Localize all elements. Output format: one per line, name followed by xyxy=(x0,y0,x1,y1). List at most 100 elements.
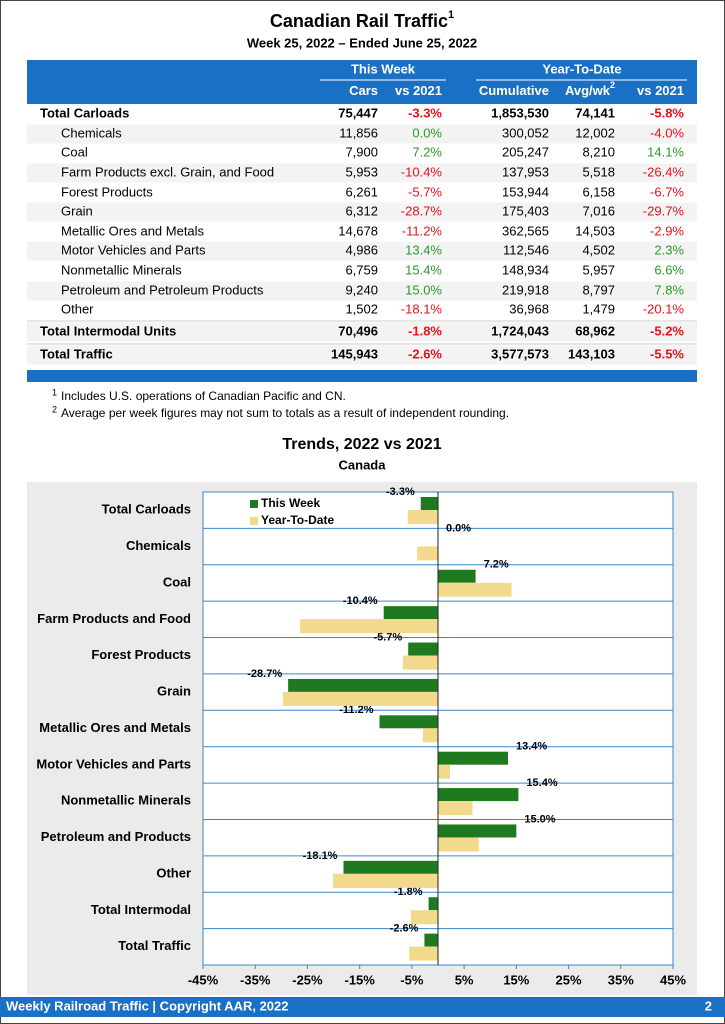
data-label: 13.4% xyxy=(516,741,547,753)
bar xyxy=(438,764,451,779)
x-tick-label: -15% xyxy=(344,972,375,987)
bar xyxy=(438,569,476,583)
x-tick-label: -45% xyxy=(188,972,219,987)
title: Canadian Rail Traffic1 xyxy=(270,9,454,31)
column-header: Avg/wk2 xyxy=(565,80,615,98)
bar xyxy=(438,751,508,765)
x-tick-label: 35% xyxy=(608,972,634,987)
cell: 1,724,043 xyxy=(491,323,549,338)
bar xyxy=(288,678,438,692)
row-label: Grain xyxy=(61,203,93,218)
cell: 70,496 xyxy=(338,323,378,338)
footnote-mark: 1 xyxy=(52,387,57,397)
row-label: Total Carloads xyxy=(40,105,129,120)
cell: 12,002 xyxy=(575,125,615,140)
cell: 5,953 xyxy=(345,164,378,179)
cell: -29.7% xyxy=(643,203,685,218)
cell: 0.0% xyxy=(412,125,442,140)
bar xyxy=(417,546,438,561)
data-label: 15.0% xyxy=(524,813,555,825)
table-header-band xyxy=(27,60,697,104)
row-stripe xyxy=(27,345,697,365)
row-stripe xyxy=(27,281,697,301)
table-footer-band xyxy=(27,370,697,382)
cell: 153,944 xyxy=(502,184,549,199)
bar xyxy=(420,497,438,510)
cell: 1,502 xyxy=(345,301,378,316)
data-label: 0.0% xyxy=(446,522,471,534)
bar xyxy=(438,801,473,816)
cell: -18.1% xyxy=(401,301,443,316)
bar xyxy=(438,837,479,852)
cell: 13.4% xyxy=(405,242,442,257)
cell: 7,016 xyxy=(582,203,615,218)
cell: 2.3% xyxy=(654,242,684,257)
cell: 1,853,530 xyxy=(491,105,549,120)
cell: -20.1% xyxy=(643,301,685,316)
cell: 11,856 xyxy=(339,125,378,140)
column-header-text: Cumulative xyxy=(479,83,549,98)
cell: 6,158 xyxy=(582,184,615,199)
data-label: -18.1% xyxy=(303,850,338,862)
bar xyxy=(428,897,438,911)
cell: -1.8% xyxy=(408,323,442,338)
cell: 8,210 xyxy=(582,144,615,159)
cell: -4.0% xyxy=(650,125,684,140)
x-tick-label: 25% xyxy=(556,972,582,987)
row-label: Farm Products excl. Grain, and Food xyxy=(61,164,274,179)
cell: 15.0% xyxy=(405,282,442,297)
column-header: Cars xyxy=(349,83,378,98)
footnote-mark: 2 xyxy=(52,404,57,414)
cell: 175,403 xyxy=(502,203,549,218)
title-text: Canadian Rail Traffic xyxy=(270,11,448,31)
cell: 6.6% xyxy=(654,262,684,277)
data-label: -1.8% xyxy=(394,886,423,898)
cell: -26.4% xyxy=(643,164,685,179)
bar xyxy=(424,933,438,947)
chart-title: Trends, 2022 vs 2021 xyxy=(282,436,441,453)
x-tick-label: -25% xyxy=(292,972,323,987)
cell: 143,103 xyxy=(568,346,615,361)
cell: 145,943 xyxy=(331,346,378,361)
cell: 6,312 xyxy=(345,203,378,218)
subtitle: Week 25, 2022 – Ended June 25, 2022 xyxy=(247,35,477,50)
y-tick-label: Total Traffic xyxy=(118,938,191,953)
cell: 362,565 xyxy=(502,223,549,238)
column-header: vs 2021 xyxy=(395,83,442,98)
cell: -2.6% xyxy=(408,346,442,361)
cell: -6.7% xyxy=(650,184,684,199)
row-label: Metallic Ores and Metals xyxy=(61,223,205,238)
y-tick-label: Total Intermodal xyxy=(91,902,191,917)
cell: 6,759 xyxy=(345,262,378,277)
row-label: Other xyxy=(61,301,94,316)
data-label: 15.4% xyxy=(526,777,557,789)
cell: 1,479 xyxy=(582,301,615,316)
cell: 3,577,573 xyxy=(491,346,549,361)
bar xyxy=(282,691,438,706)
bar xyxy=(407,510,438,524)
chart-subtitle: Canada xyxy=(339,457,387,472)
column-note: 2 xyxy=(610,80,615,90)
cell: -28.7% xyxy=(401,203,443,218)
bar xyxy=(300,619,438,634)
row-label: Total Intermodal Units xyxy=(40,323,176,338)
cell: 5,518 xyxy=(582,164,615,179)
data-label: -28.7% xyxy=(247,668,282,680)
bar xyxy=(403,655,438,670)
title-note: 1 xyxy=(448,9,454,21)
bar xyxy=(422,728,438,743)
x-tick-label: 45% xyxy=(660,972,686,987)
x-tick-label: 5% xyxy=(455,972,474,987)
bar xyxy=(409,946,438,961)
row-label: Chemicals xyxy=(61,125,122,140)
row-label: Coal xyxy=(61,144,88,159)
cell: 5,957 xyxy=(582,262,615,277)
column-header-text: vs 2021 xyxy=(395,83,442,98)
data-label: -11.2% xyxy=(339,704,373,716)
row-stripe xyxy=(27,322,697,342)
row-label: Nonmetallic Minerals xyxy=(61,262,182,277)
x-tick-label: 15% xyxy=(503,972,529,987)
cell: 300,052 xyxy=(502,125,549,140)
y-tick-label: Other xyxy=(156,865,191,880)
